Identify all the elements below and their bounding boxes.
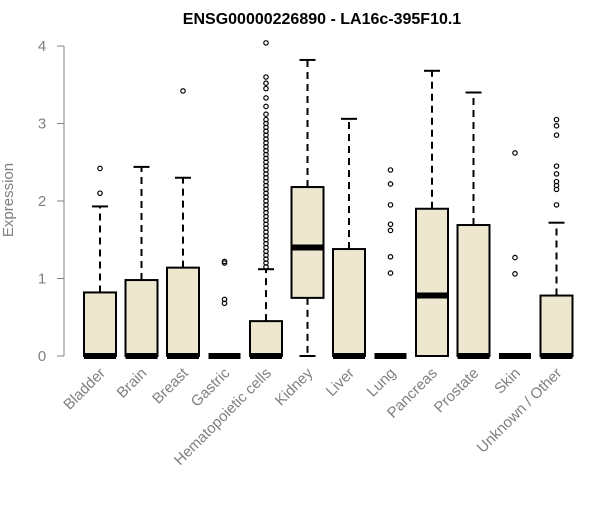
x-tick-label: Liver [323, 365, 358, 400]
outlier-point [263, 85, 269, 92]
box-group [249, 40, 283, 359]
box-group [539, 116, 574, 359]
y-axis-label: Expression [0, 163, 17, 237]
x-tick-label: Lung [364, 365, 400, 401]
outlier-point [263, 40, 269, 46]
box-group [208, 258, 241, 359]
outlier-point [512, 150, 518, 156]
box-group [374, 167, 407, 359]
box-body [124, 279, 159, 357]
x-tick-label: Bladder [60, 365, 109, 414]
y-tick-label: 2 [38, 193, 46, 210]
outlier-point [553, 132, 560, 138]
outlier-point [553, 163, 560, 169]
y-tick-label: 3 [38, 116, 46, 133]
outlier-point [387, 253, 394, 260]
x-tick-label: Brain [114, 365, 151, 402]
box-body [332, 248, 366, 357]
outlier-point [387, 202, 394, 208]
y-axis: 0 1 2 3 4 [38, 38, 65, 365]
outlier-point [263, 80, 269, 87]
outlier-point [263, 74, 269, 80]
y-tick-label: 1 [38, 271, 46, 288]
outlier-point [221, 258, 228, 265]
box-body [539, 294, 574, 357]
box-group [456, 91, 491, 359]
x-tick-label: Skin [491, 365, 524, 398]
outlier-point [97, 190, 103, 197]
outlier-point [387, 181, 394, 187]
outlier-point [180, 88, 186, 94]
outlier-point [553, 202, 560, 208]
x-tick-label: Breast [149, 364, 192, 407]
outlier-point [263, 95, 269, 101]
box-body [456, 224, 491, 357]
outlier-point [263, 103, 269, 110]
x-tick-label: Kidney [272, 364, 317, 409]
outlier-point [553, 116, 560, 123]
outlier-point [387, 167, 394, 173]
box-layer [83, 40, 574, 359]
outlier-point [512, 271, 518, 277]
box-body [290, 186, 325, 299]
outlier-point [387, 221, 394, 228]
y-tick-label: 4 [38, 38, 46, 55]
outlier-point [221, 296, 228, 303]
outlier-point [97, 165, 103, 172]
box-group [415, 69, 449, 357]
outlier-point [553, 123, 560, 129]
box-group [290, 58, 325, 357]
y-tick-label: 0 [38, 348, 46, 365]
box-group [499, 150, 531, 359]
outlier-point [553, 171, 560, 177]
x-tick-label: Prostate [431, 365, 483, 417]
outlier-point [263, 116, 269, 123]
outlier-point [387, 270, 394, 276]
box-group [166, 88, 200, 359]
box-group [83, 165, 117, 359]
outlier-point [553, 178, 560, 185]
box-body [415, 207, 449, 357]
outlier-point [387, 227, 394, 234]
box-body [166, 266, 200, 357]
outlier-point [263, 111, 269, 118]
outlier-point [512, 254, 518, 261]
chart-title: ENSG00000226890 - LA16c-395F10.1 [183, 11, 462, 28]
box-group [124, 165, 159, 359]
box-body [249, 320, 283, 357]
box-body [83, 291, 117, 358]
box-group [332, 117, 366, 359]
